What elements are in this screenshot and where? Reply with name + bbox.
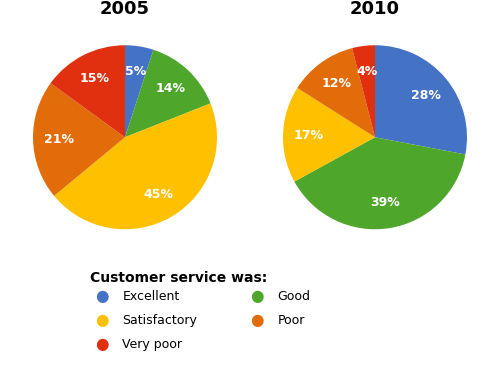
Title: 2005: 2005	[100, 0, 150, 18]
Text: 12%: 12%	[321, 77, 351, 90]
Wedge shape	[50, 45, 125, 137]
Text: Customer service was:: Customer service was:	[90, 271, 267, 285]
Wedge shape	[125, 50, 210, 137]
Text: 17%: 17%	[294, 129, 324, 142]
Title: 2010: 2010	[350, 0, 400, 18]
Wedge shape	[125, 45, 154, 137]
Wedge shape	[375, 45, 467, 154]
Text: 39%: 39%	[370, 196, 400, 209]
Text: Poor: Poor	[278, 314, 305, 327]
Wedge shape	[298, 48, 375, 137]
Wedge shape	[54, 103, 217, 229]
Wedge shape	[352, 45, 375, 137]
Wedge shape	[33, 83, 125, 196]
Text: ●: ●	[95, 313, 108, 328]
Text: Good: Good	[278, 290, 310, 303]
Text: Excellent: Excellent	[122, 290, 180, 303]
Wedge shape	[294, 137, 466, 229]
Text: Satisfactory: Satisfactory	[122, 314, 198, 327]
Text: 4%: 4%	[356, 65, 378, 78]
Text: 21%: 21%	[44, 133, 74, 146]
Text: 14%: 14%	[156, 82, 186, 96]
Text: 28%: 28%	[411, 89, 441, 101]
Wedge shape	[283, 88, 375, 182]
Text: ●: ●	[250, 313, 264, 328]
Text: 15%: 15%	[80, 72, 110, 85]
Text: ●: ●	[250, 289, 264, 304]
Text: Very poor: Very poor	[122, 337, 182, 351]
Text: ●: ●	[95, 289, 108, 304]
Text: 45%: 45%	[144, 188, 174, 201]
Text: 5%: 5%	[124, 65, 146, 78]
Text: ●: ●	[95, 337, 108, 351]
